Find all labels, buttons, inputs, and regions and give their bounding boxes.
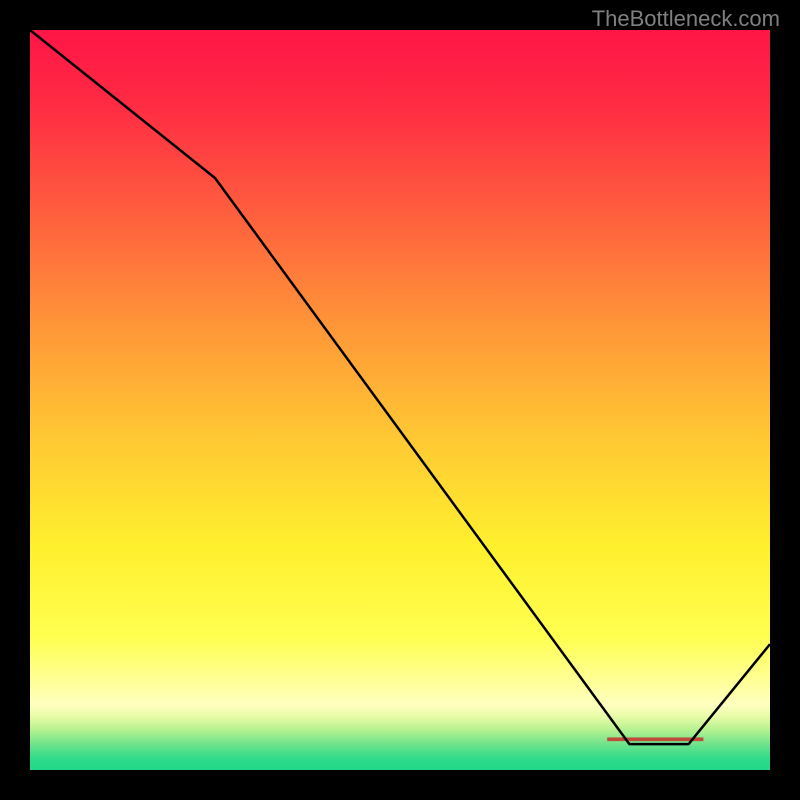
chart-line-layer: [30, 30, 770, 770]
watermark-text: TheBottleneck.com: [592, 6, 780, 32]
plot-area: [30, 30, 770, 770]
data-line: [30, 30, 770, 744]
chart-container: TheBottleneck.com: [0, 0, 800, 800]
flat-minimum-marker: [607, 737, 703, 741]
